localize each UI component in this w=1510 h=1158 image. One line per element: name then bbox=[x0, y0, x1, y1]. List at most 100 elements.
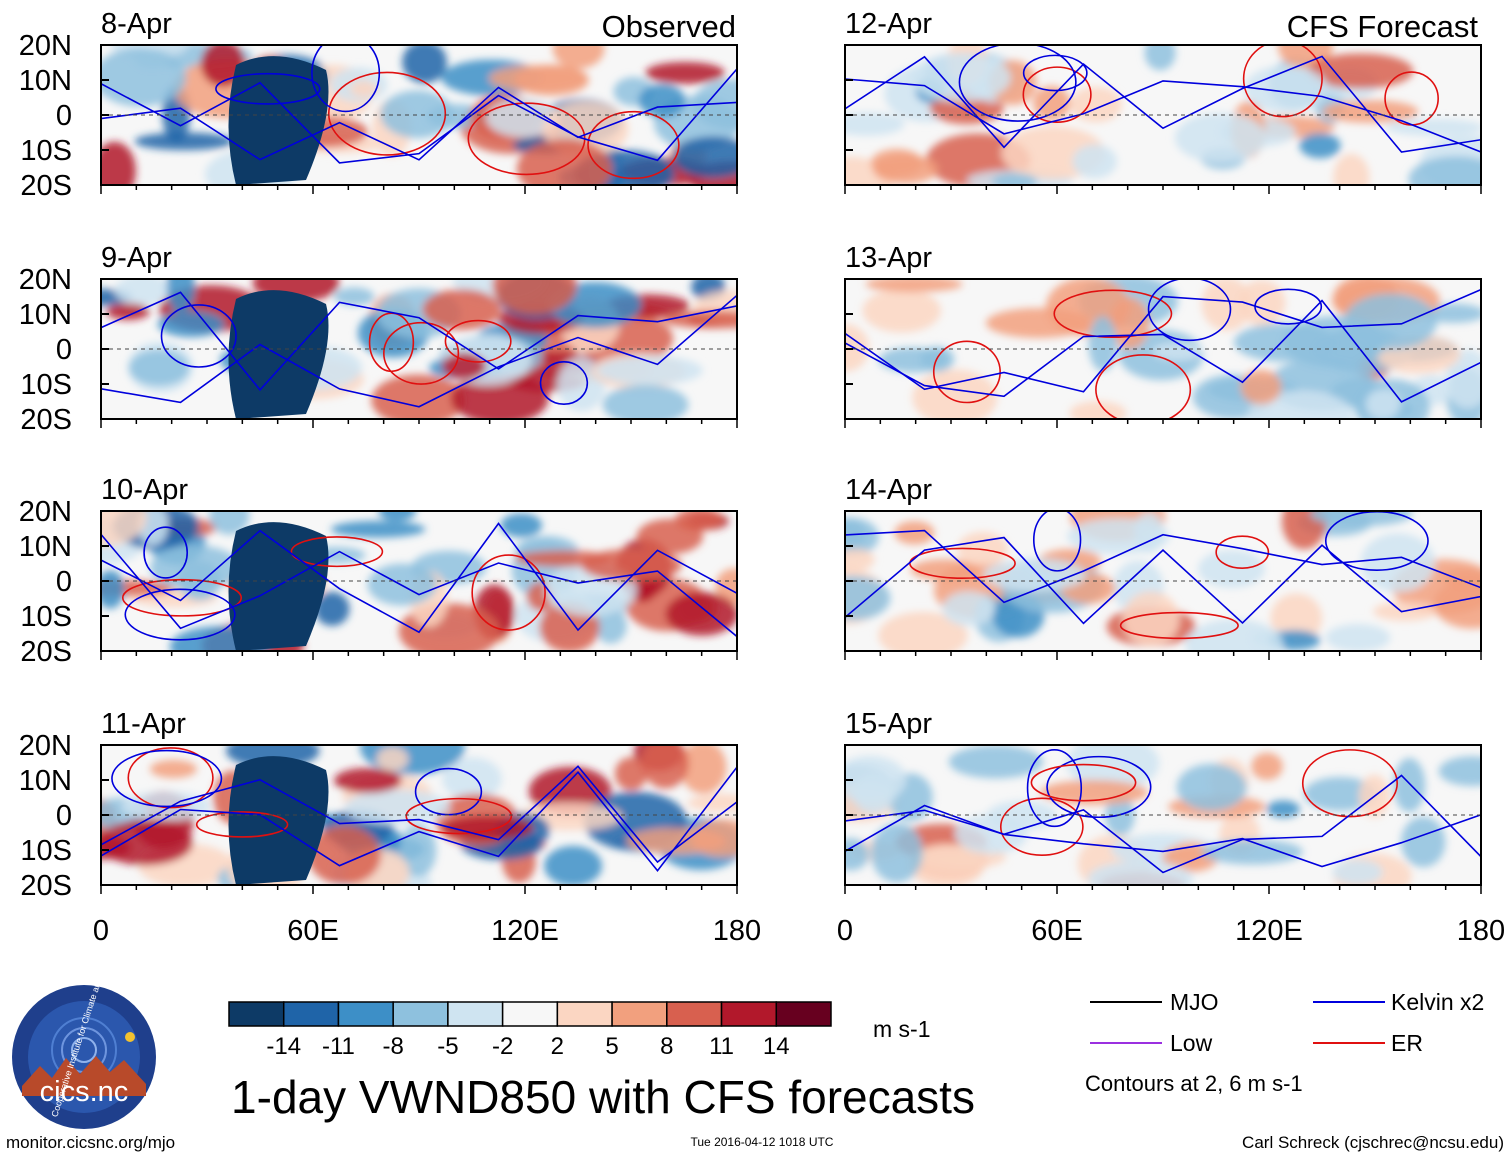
kelvin-contour bbox=[845, 78, 1481, 153]
anomaly-cell bbox=[1243, 65, 1328, 113]
logo-ring-1 bbox=[71, 1037, 97, 1063]
contours bbox=[845, 45, 1481, 153]
x-tick-label: 0 bbox=[837, 915, 853, 947]
anomaly-cell bbox=[376, 746, 409, 772]
kelvin-contour bbox=[101, 294, 737, 408]
anomaly-cell bbox=[1332, 859, 1383, 885]
anomaly-cell bbox=[1087, 860, 1194, 885]
wave-contour bbox=[1242, 45, 1323, 118]
wave-contour bbox=[1119, 611, 1239, 640]
y-tick-label: 0 bbox=[56, 334, 72, 366]
y-tick-label: 10N bbox=[19, 765, 72, 797]
panel-date: 10-Apr bbox=[101, 474, 188, 506]
wave-contour bbox=[160, 304, 237, 368]
anomaly-cell bbox=[687, 793, 737, 812]
kelvin-contour bbox=[101, 533, 737, 638]
legend-label: Low bbox=[1170, 1030, 1213, 1056]
panel-date: 15-Apr bbox=[845, 708, 932, 740]
anomaly-cell bbox=[865, 279, 963, 293]
anomaly-cell bbox=[514, 550, 612, 567]
wave-contour bbox=[215, 72, 321, 105]
anomaly-cell bbox=[402, 45, 447, 84]
anomaly-cell bbox=[675, 511, 723, 531]
anomaly-cell bbox=[1393, 757, 1426, 813]
anomaly-cell bbox=[134, 132, 234, 151]
anomaly-field bbox=[101, 745, 737, 885]
anomaly-cell bbox=[1360, 533, 1436, 593]
anomaly-cell bbox=[1282, 316, 1387, 368]
anomaly-field bbox=[101, 279, 737, 419]
forecast-label: CFS Forecast bbox=[1287, 9, 1479, 44]
wave-contour bbox=[471, 554, 546, 631]
anomaly-cell bbox=[106, 302, 150, 320]
anomaly-cell bbox=[399, 824, 437, 877]
wave-contour bbox=[444, 319, 512, 363]
wave-contour bbox=[1095, 354, 1192, 419]
footer-timestamp: Tue 2016-04-12 1018 UTC bbox=[691, 1135, 834, 1149]
panel-date: 11-Apr bbox=[101, 708, 186, 740]
wave-contour bbox=[932, 340, 1001, 404]
anomaly-cell bbox=[1325, 623, 1391, 651]
anomaly-cell bbox=[852, 772, 896, 814]
strong-anomaly bbox=[228, 522, 329, 651]
anomaly-cell bbox=[378, 511, 417, 522]
y-tick-label: 20N bbox=[19, 730, 72, 762]
contours bbox=[845, 279, 1481, 419]
colorbar: -14 -11 -8 -5 -2 2 5 8 11 14 bbox=[228, 1001, 832, 1060]
anomaly-cell bbox=[1266, 800, 1300, 818]
y-tick-label: 20N bbox=[19, 264, 72, 296]
anomaly-field bbox=[845, 279, 1481, 419]
anomaly-cell bbox=[1281, 511, 1327, 550]
anomaly-cell bbox=[380, 90, 454, 139]
wave-contour bbox=[327, 71, 447, 156]
wave-contour bbox=[1215, 535, 1270, 569]
anomaly-cell bbox=[101, 141, 136, 185]
anomaly-cell bbox=[166, 279, 195, 313]
strong-anomaly bbox=[228, 56, 329, 185]
anomaly-cell bbox=[157, 311, 225, 338]
panel-date: 8-Apr bbox=[101, 8, 172, 40]
x-tick-label: 120E bbox=[1235, 915, 1303, 947]
x-tick-label: 60E bbox=[287, 915, 339, 947]
anomaly-cell bbox=[1185, 619, 1284, 651]
wave-contour bbox=[1032, 511, 1082, 572]
anomaly-cell bbox=[552, 45, 605, 69]
y-tick-label: 10N bbox=[19, 531, 72, 563]
colorbar-swatch bbox=[775, 1001, 832, 1027]
y-tick-label: 20N bbox=[19, 496, 72, 528]
y-tick-label: 20S bbox=[20, 170, 72, 202]
anomaly-cell bbox=[129, 349, 190, 386]
anomaly-field bbox=[101, 511, 737, 651]
contours bbox=[101, 291, 737, 408]
anomaly-cell bbox=[422, 289, 501, 331]
map-panel: 15-Apr bbox=[844, 708, 1482, 894]
wave-contour bbox=[1026, 748, 1083, 828]
wave-contour bbox=[121, 578, 243, 617]
kelvin-contour bbox=[845, 288, 1481, 393]
x-tick-label: 120E bbox=[491, 915, 559, 947]
wave-contour bbox=[1053, 289, 1173, 339]
anomaly-cell bbox=[1438, 756, 1481, 787]
colorbar-tick-label: 8 bbox=[660, 1033, 673, 1060]
wave-contour bbox=[539, 361, 589, 406]
map-panel: 13-Apr bbox=[844, 242, 1482, 428]
anomaly-cell bbox=[845, 517, 879, 556]
anomaly-cell bbox=[314, 591, 350, 626]
anomaly-cell bbox=[1072, 144, 1117, 179]
wave-contour bbox=[1022, 66, 1092, 123]
anomaly-cell bbox=[845, 838, 869, 871]
wave-contour bbox=[290, 536, 384, 568]
logo-text: cics.nc bbox=[40, 1076, 129, 1108]
kelvin-contour bbox=[845, 55, 1481, 153]
wave-contour bbox=[405, 797, 513, 835]
anomaly-cell bbox=[1270, 593, 1323, 643]
anomaly-cell bbox=[1299, 132, 1341, 159]
anomaly-cell bbox=[665, 592, 737, 636]
y-tick-label: 10N bbox=[19, 65, 72, 97]
colorbar-tick-label: 2 bbox=[551, 1033, 564, 1060]
colorbar-tick-label: 11 bbox=[709, 1033, 734, 1060]
anomaly-cell bbox=[492, 279, 577, 315]
